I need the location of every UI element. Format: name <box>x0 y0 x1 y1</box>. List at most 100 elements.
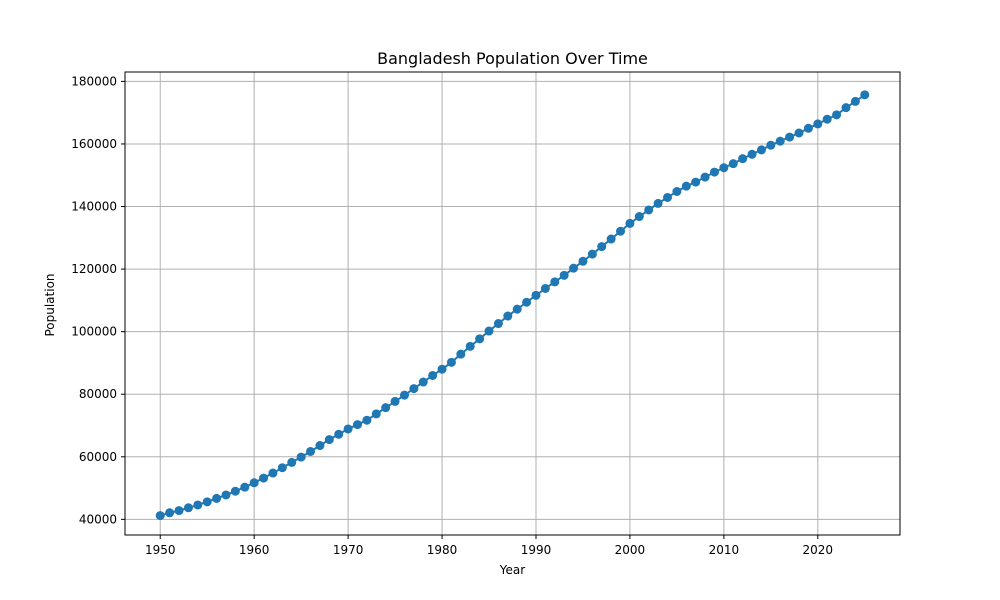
data-point <box>719 163 729 173</box>
x-tick-label: 1960 <box>239 543 270 557</box>
data-point <box>841 103 851 113</box>
data-point <box>409 384 419 394</box>
data-point <box>616 226 626 236</box>
data-point <box>381 403 391 413</box>
x-tick-label: 1950 <box>145 543 176 557</box>
data-point <box>738 154 748 164</box>
data-point <box>353 420 362 430</box>
data-point <box>503 311 513 321</box>
data-point <box>813 119 823 129</box>
data-point <box>728 159 738 169</box>
data-point <box>446 357 456 367</box>
data-point <box>183 503 193 513</box>
data-point <box>324 435 334 445</box>
data-point <box>578 256 588 266</box>
data-point <box>212 493 222 503</box>
grid <box>125 72 900 535</box>
data-point <box>653 198 663 208</box>
data-point <box>531 290 541 300</box>
x-tick-label: 1990 <box>521 543 552 557</box>
data-point <box>625 218 635 228</box>
data-point <box>691 177 701 187</box>
data-point <box>522 297 532 307</box>
data-point <box>475 334 485 344</box>
data-point <box>681 181 691 191</box>
data-point <box>399 390 409 400</box>
data-point <box>559 270 569 280</box>
data-point <box>512 304 522 314</box>
data-point <box>606 234 616 244</box>
data-point <box>493 319 503 329</box>
x-tick-label: 2010 <box>709 543 740 557</box>
data-point <box>437 364 447 374</box>
data-point <box>230 486 240 496</box>
data-point <box>268 468 278 478</box>
x-tick-label: 2020 <box>803 543 834 557</box>
data-point <box>287 457 297 467</box>
x-tick-label: 1970 <box>333 543 364 557</box>
plot-frame <box>124 71 901 536</box>
data-point <box>202 497 212 507</box>
data-point <box>259 473 269 483</box>
y-tick-label: 120000 <box>71 262 117 276</box>
series <box>155 90 870 521</box>
data-point <box>587 249 597 259</box>
data-point <box>822 114 832 124</box>
data-point <box>193 500 203 510</box>
data-point <box>277 463 287 473</box>
x-tick-label: 1980 <box>427 543 458 557</box>
data-point <box>155 511 165 521</box>
data-point <box>672 187 682 197</box>
data-point <box>785 132 795 142</box>
data-point <box>832 110 842 120</box>
data-point <box>221 490 231 500</box>
y-axis-label: Population <box>43 273 57 336</box>
data-point <box>165 508 175 518</box>
y-tick-label: 140000 <box>71 200 117 214</box>
data-point <box>418 377 428 387</box>
data-point <box>315 441 325 451</box>
series-line <box>159 94 866 517</box>
y-tick-label: 40000 <box>79 512 117 526</box>
data-point <box>296 452 306 462</box>
y-tick-label: 80000 <box>79 387 117 401</box>
data-point <box>747 149 757 159</box>
y-tick-label: 160000 <box>71 137 117 151</box>
data-point <box>428 370 438 380</box>
data-point <box>334 429 344 439</box>
data-point <box>343 424 353 434</box>
data-point <box>860 90 870 100</box>
data-point <box>700 172 710 182</box>
data-point <box>174 506 184 516</box>
data-point <box>484 326 494 336</box>
data-point <box>756 145 766 155</box>
ticks: 1950 1960 1970 1980 1990 2000 2010 2020 40000 600… <box>71 74 833 557</box>
data-point <box>663 192 672 202</box>
data-point <box>240 482 250 492</box>
data-point <box>766 140 776 150</box>
data-point <box>794 128 804 138</box>
data-point <box>550 277 560 287</box>
data-point <box>850 96 860 106</box>
data-point <box>540 283 550 293</box>
data-point <box>362 415 372 425</box>
data-point <box>709 167 719 177</box>
data-point <box>644 205 654 215</box>
data-point <box>390 396 400 406</box>
data-point <box>803 123 813 133</box>
data-point <box>249 478 259 488</box>
y-tick-label: 60000 <box>79 450 117 464</box>
x-axis-label: Year <box>499 563 525 577</box>
y-tick-label: 180000 <box>71 74 117 88</box>
data-point <box>634 212 644 222</box>
chart-title: Bangladesh Population Over Time <box>377 49 648 68</box>
data-point <box>569 263 579 273</box>
data-point <box>597 242 607 252</box>
y-tick-label: 100000 <box>71 325 117 339</box>
data-point <box>465 341 475 351</box>
x-tick-label: 2000 <box>615 543 646 557</box>
data-point <box>306 446 316 456</box>
data-point <box>456 349 466 359</box>
